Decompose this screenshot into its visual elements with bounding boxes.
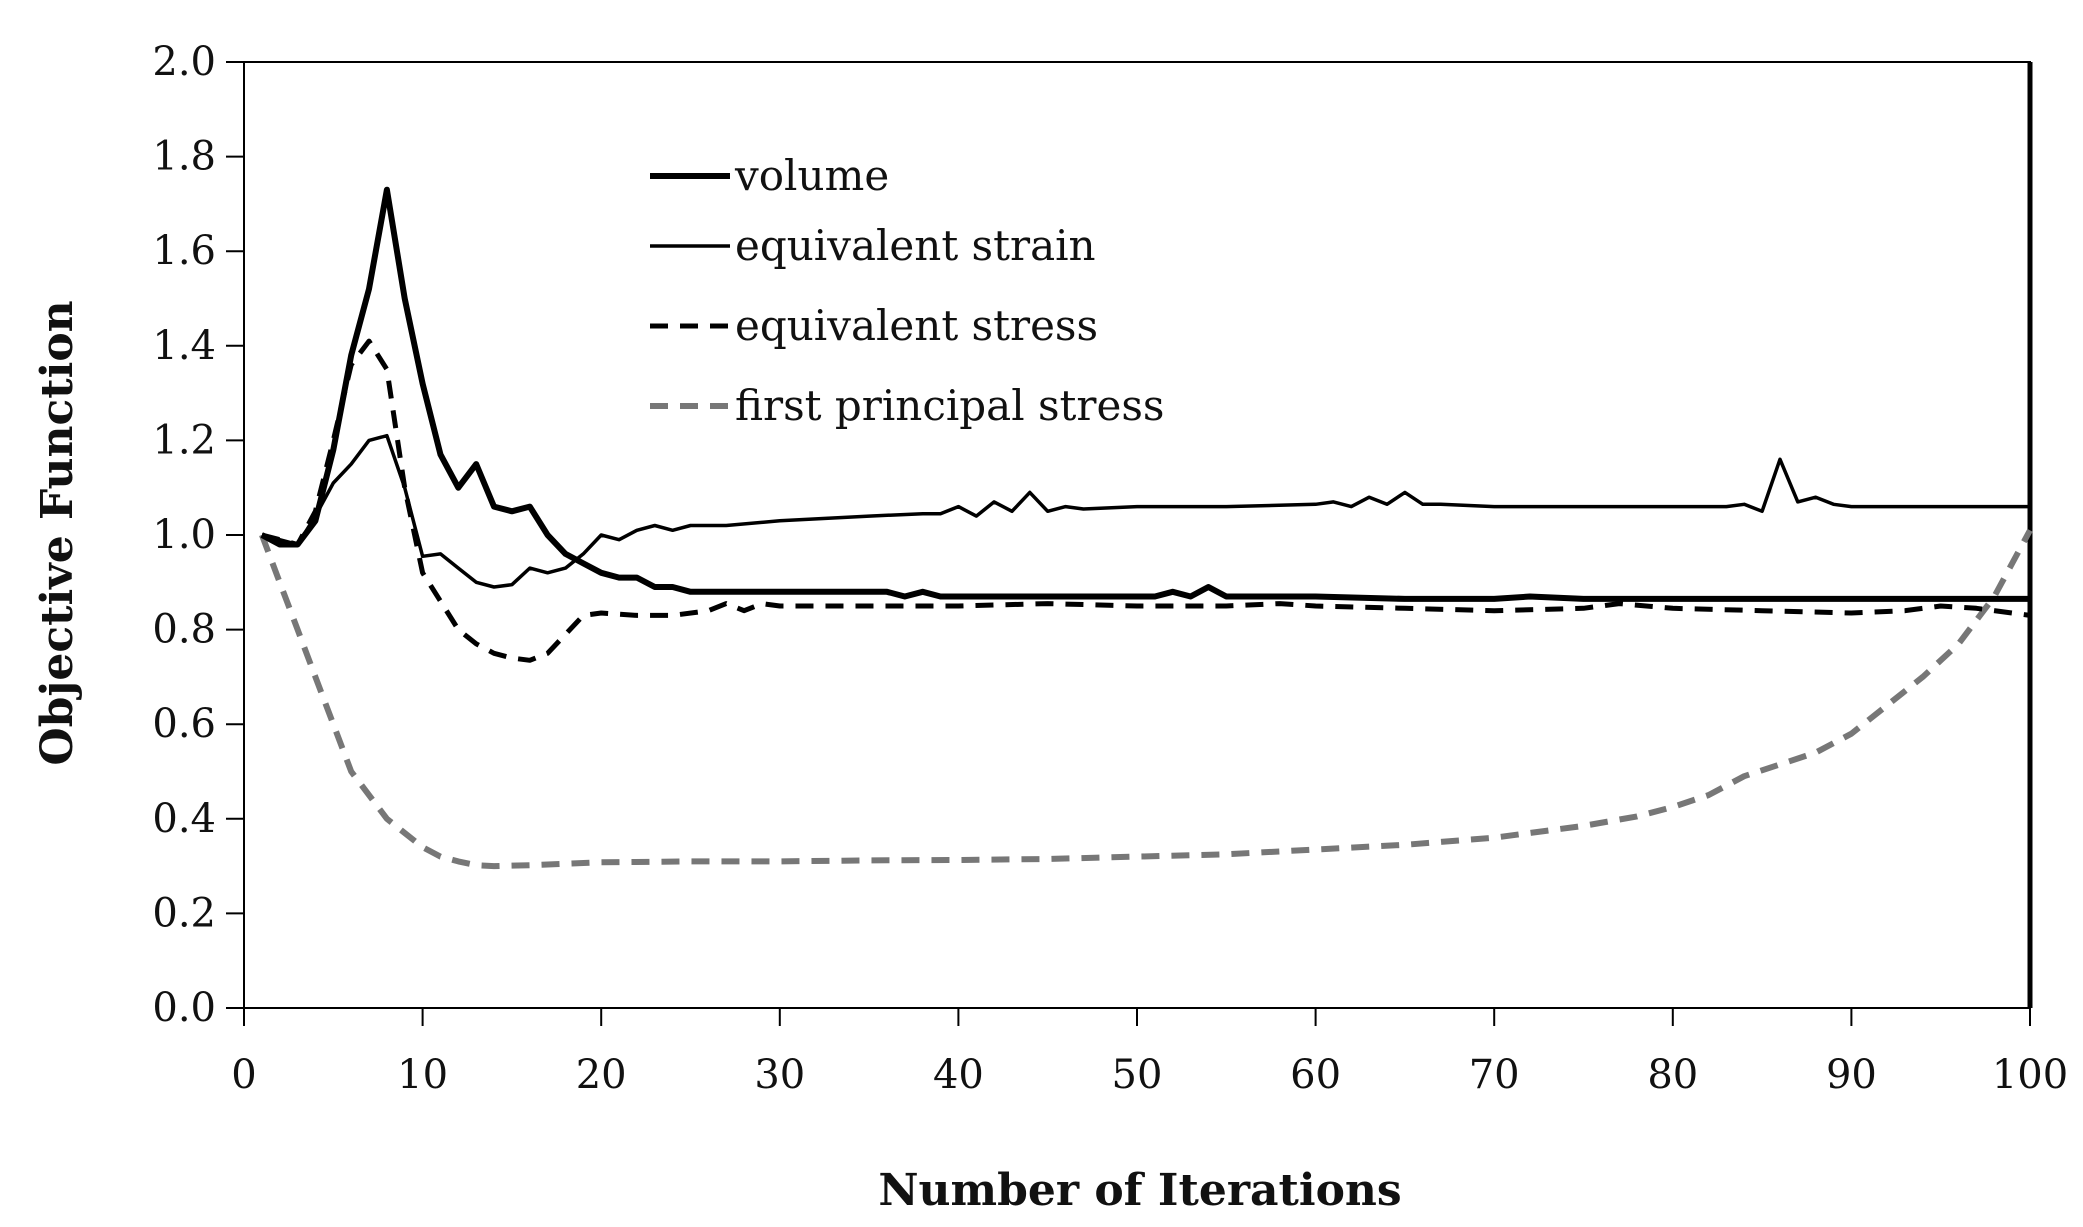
x-tick-label: 40 — [933, 1052, 984, 1098]
y-tick-label: 0.2 — [152, 890, 216, 936]
y-tick-label: 1.0 — [152, 512, 216, 558]
y-tick-label: 0.4 — [152, 796, 216, 842]
y-tick-label: 1.2 — [152, 417, 216, 463]
legend-label-volume: volume — [734, 151, 889, 200]
y-tick-label: 2.0 — [152, 39, 216, 85]
axis-ticks: 0.0 0.2 0.4 0.6 0.8 1.0 1.2 1.4 1.6 1.8 2.0 0 10 20 30… — [152, 39, 2068, 1098]
x-tick-label: 100 — [1992, 1052, 2068, 1098]
y-axis-title: Objective Function — [32, 300, 83, 765]
legend: volume equivalent strain equivalent stre… — [650, 151, 1164, 430]
legend-label-equivalent-stress: equivalent stress — [735, 301, 1098, 350]
series-line-equivalent-stress — [261, 338, 2031, 663]
series-line-first-principal-stress — [259, 528, 2033, 870]
x-tick-label: 0 — [231, 1052, 256, 1098]
y-tick-label: 0.6 — [152, 701, 216, 747]
legend-label-equivalent-strain: equivalent strain — [735, 221, 1096, 270]
y-tick-label: 0.8 — [152, 607, 216, 653]
y-tick-label: 1.8 — [152, 134, 216, 180]
x-tick-label: 20 — [576, 1052, 627, 1098]
x-tick-label: 30 — [754, 1052, 805, 1098]
y-tick-label: 0.0 — [152, 985, 216, 1031]
x-tick-label: 70 — [1469, 1052, 1520, 1098]
x-tick-label: 80 — [1647, 1052, 1698, 1098]
x-tick-label: 10 — [397, 1052, 448, 1098]
y-tick-label: 1.4 — [152, 323, 216, 369]
series-line-volume — [260, 186, 2030, 602]
series-layer — [259, 186, 2033, 870]
x-tick-label: 60 — [1290, 1052, 1341, 1098]
x-axis-title: Number of Iterations — [878, 1165, 1401, 1216]
y-tick-label: 1.6 — [152, 228, 216, 274]
x-tick-label: 90 — [1826, 1052, 1877, 1098]
x-tick-label: 50 — [1112, 1052, 1163, 1098]
legend-label-first-principal-stress: first principal stress — [735, 381, 1164, 430]
series-line-equivalent-strain — [261, 433, 2030, 589]
